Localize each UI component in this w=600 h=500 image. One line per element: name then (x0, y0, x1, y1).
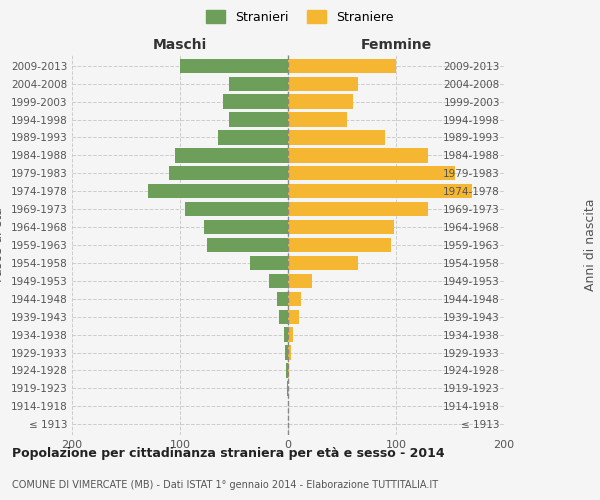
Bar (185, 202, 288, 216)
Bar (288, 58, 396, 73)
Bar (207, 238, 288, 252)
Bar (286, 364, 288, 378)
Bar (288, 112, 347, 126)
Text: COMUNE DI VIMERCATE (MB) - Dati ISTAT 1° gennaio 2014 - Elaborazione TUTTITALIA.: COMUNE DI VIMERCATE (MB) - Dati ISTAT 1°… (12, 480, 438, 490)
Bar (288, 346, 291, 360)
Bar (288, 202, 428, 216)
Bar (269, 274, 288, 288)
Bar (250, 256, 288, 270)
Bar (288, 184, 472, 198)
Text: Popolazione per cittadinanza straniera per età e sesso - 2014: Popolazione per cittadinanza straniera p… (12, 448, 445, 460)
Bar (284, 328, 288, 342)
Bar (288, 94, 353, 109)
Bar (218, 130, 288, 144)
Bar (288, 292, 301, 306)
Bar (285, 346, 288, 360)
Text: Femmine: Femmine (361, 38, 431, 52)
Bar (175, 148, 288, 162)
Bar (287, 381, 288, 396)
Bar (148, 184, 288, 198)
Bar (288, 130, 385, 144)
Bar (288, 310, 299, 324)
Bar (288, 274, 312, 288)
Bar (169, 166, 288, 180)
Bar (180, 58, 288, 73)
Bar (288, 364, 289, 378)
Bar (288, 76, 358, 91)
Text: Anni di nascita: Anni di nascita (584, 198, 597, 291)
Bar (204, 220, 288, 234)
Bar (288, 166, 455, 180)
Bar (288, 328, 293, 342)
Bar (288, 238, 391, 252)
Bar (288, 148, 428, 162)
Bar (288, 220, 394, 234)
Bar (280, 310, 288, 324)
Bar (223, 94, 288, 109)
Text: Maschi: Maschi (153, 38, 207, 52)
Bar (229, 76, 288, 91)
Bar (288, 256, 358, 270)
Bar (277, 292, 288, 306)
Bar (229, 112, 288, 126)
Legend: Stranieri, Straniere: Stranieri, Straniere (203, 6, 397, 28)
Y-axis label: Fasce di età: Fasce di età (0, 208, 5, 282)
